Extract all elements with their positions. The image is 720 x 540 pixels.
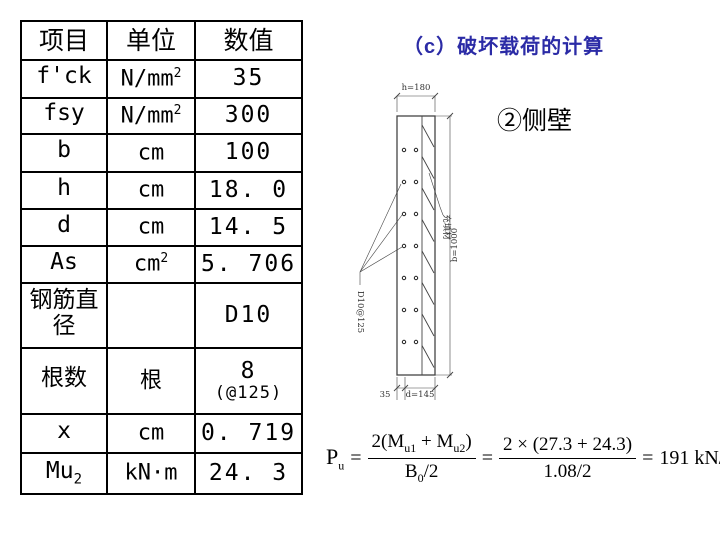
value-cell: D10 [194, 282, 303, 349]
fraction-numerator: 2(Mu1 + Mu2) [367, 431, 476, 459]
formula-result: 191 kN/m [659, 446, 720, 469]
equals-sign: = [642, 446, 654, 469]
dim-height [393, 92, 439, 112]
value-cell: 8 (@125) [194, 347, 303, 415]
equals-sign: = [350, 446, 362, 469]
unit-cell: kN·m [106, 452, 196, 495]
table-row-x: x cm 0. 719 [20, 413, 303, 454]
dim-width-label: b=1000 [450, 228, 460, 262]
value-cell: 5. 706 [194, 245, 303, 284]
formula-pu: Pu = 2(Mu1 + Mu2) B0/2 = 2 × (27.3 + 24.… [326, 431, 720, 486]
item-cell: fsy [20, 97, 108, 135]
unit-cell: cm2 [106, 245, 196, 284]
unit-cell: 根 [106, 347, 196, 415]
unit-cell: cm [106, 413, 196, 454]
table-header-row: 项目 单位 数值 [20, 20, 303, 61]
table-row-mu2: Mu2 kN·m 24. 3 [20, 452, 303, 495]
dim-width [435, 112, 454, 379]
col-header-value: 数值 [194, 20, 303, 61]
table-row-fsy: fsy N/mm2 300 [20, 97, 303, 135]
item-cell: x [20, 413, 108, 454]
fraction-numerator: 2 × (27.3 + 24.3) [498, 434, 637, 459]
fraction-denominator: B0/2 [404, 460, 439, 485]
dim-cover-label: 35 [380, 390, 391, 400]
section-label: ②侧壁 [497, 107, 573, 135]
value-cell: 35 [194, 59, 303, 99]
value-cell: 14. 5 [194, 208, 303, 247]
col-header-unit: 单位 [106, 20, 196, 61]
item-cell: b [20, 133, 108, 173]
value-cell: 100 [194, 133, 303, 173]
unit-cell: N/mm2 [106, 97, 196, 135]
rebar-dots [401, 147, 419, 345]
unit-cell: cm [106, 208, 196, 247]
unit-cell [106, 282, 196, 349]
rebar-leader [359, 183, 403, 285]
col-header-item: 项目 [20, 20, 108, 61]
item-cell: 根数 [20, 347, 108, 415]
unit-cell: cm [106, 171, 196, 210]
page-title: （c）破坏载荷的计算 [403, 36, 605, 58]
table-row-as: As cm2 5. 706 [20, 245, 303, 284]
formula-lhs: Pu [326, 443, 345, 472]
table-row-bar-count: 根数 根 8 (@125) [20, 347, 303, 415]
value-cell: 0. 719 [194, 413, 303, 454]
dim-height-label: h=180 [402, 83, 431, 93]
fraction-numeric: 2 × (27.3 + 24.3) 1.08/2 [498, 434, 637, 483]
item-cell: As [20, 245, 108, 284]
unit-cell: N/mm2 [106, 59, 196, 99]
table-row-fck: f'ck N/mm2 35 [20, 59, 303, 99]
dim-bottom [393, 377, 439, 400]
value-cell: 300 [194, 97, 303, 135]
table-row-d: d cm 14. 5 [20, 208, 303, 247]
fraction-denominator: 1.08/2 [543, 460, 592, 482]
value-cell: 18. 0 [194, 171, 303, 210]
item-cell: h [20, 171, 108, 210]
hatch-lines [421, 124, 435, 368]
value-cell: 24. 3 [194, 452, 303, 495]
wall-outline [396, 115, 436, 376]
item-cell: d [20, 208, 108, 247]
item-cell: f'ck [20, 59, 108, 99]
rebar-spec-label: D10@125 [355, 291, 365, 333]
equals-sign: = [481, 446, 493, 469]
item-cell: 钢筋直径 [20, 282, 108, 349]
unit-cell: cm [106, 133, 196, 173]
item-cell: Mu2 [20, 452, 108, 495]
wall-section-diagram: h=180 b=1000 充填材 D10@125 [355, 83, 460, 400]
table-row-rebar-dia: 钢筋直径 D10 [20, 282, 303, 349]
fill-material-label: 充填材 [441, 214, 452, 240]
dim-depth-label: d=145 [406, 390, 435, 400]
fill-material-leader [428, 172, 444, 216]
fraction-symbolic: 2(Mu1 + Mu2) B0/2 [367, 431, 476, 486]
table-row-h: h cm 18. 0 [20, 171, 303, 210]
table-row-b: b cm 100 [20, 133, 303, 173]
data-table: 项目 单位 数值 f'ck N/mm2 35 fsy N/mm2 300 b c… [20, 20, 303, 495]
